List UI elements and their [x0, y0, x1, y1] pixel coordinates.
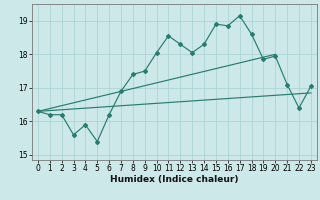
- X-axis label: Humidex (Indice chaleur): Humidex (Indice chaleur): [110, 175, 239, 184]
